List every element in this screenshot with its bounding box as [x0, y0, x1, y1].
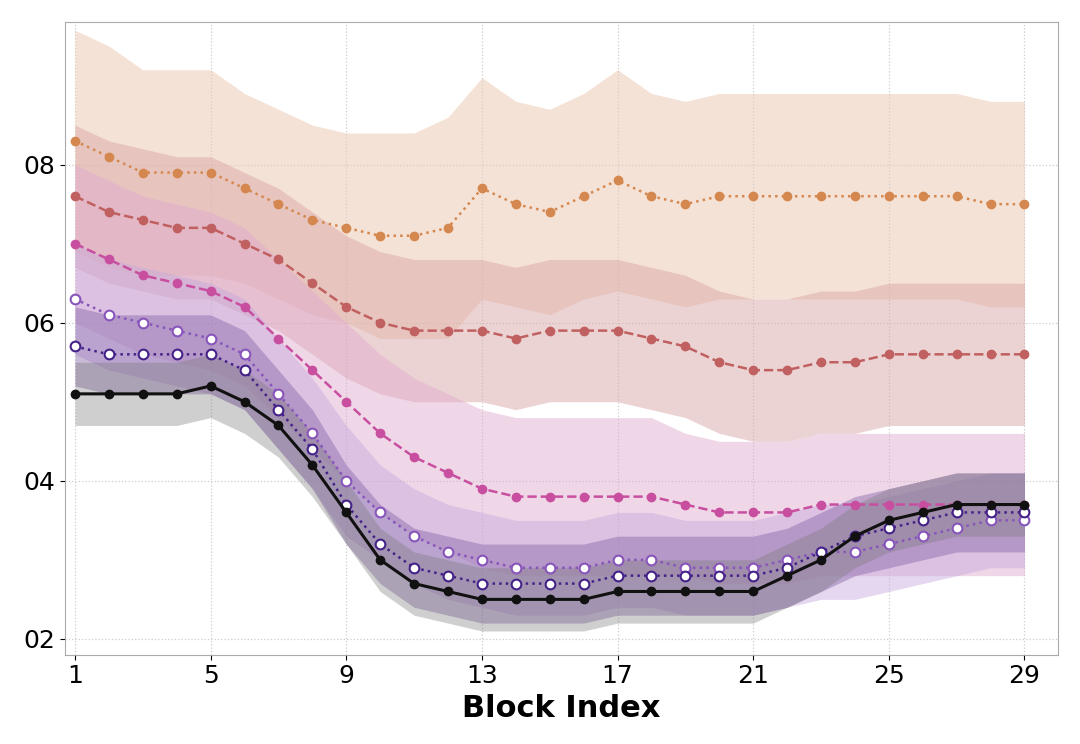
X-axis label: Block Index: Block Index — [462, 694, 661, 723]
